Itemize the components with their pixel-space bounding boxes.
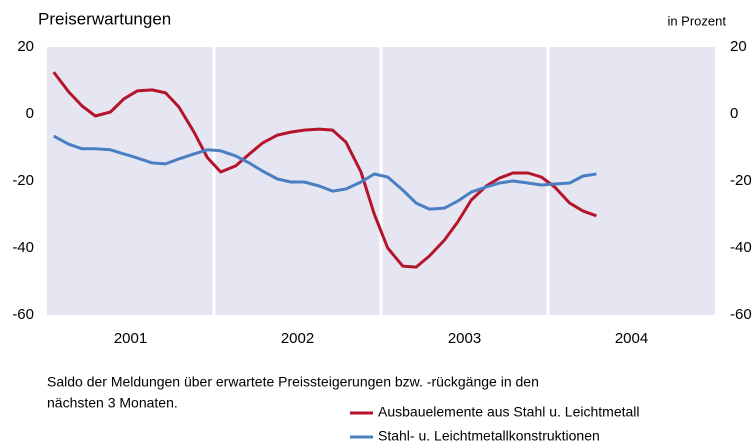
note: nächsten 3 Monaten. <box>47 395 178 411</box>
y-tick-label: -40 <box>12 239 34 256</box>
legend-label: Stahl- u. Leichtmetallkonstruktionen <box>378 428 600 444</box>
x-tick-label: 2001 <box>114 330 147 347</box>
y2-tick-label: 0 <box>730 105 738 122</box>
y-tick-label: -20 <box>12 172 34 189</box>
y2-tick-label: -20 <box>730 172 752 189</box>
series-line <box>52 71 597 269</box>
note: Saldo der Meldungen über erwartete Preis… <box>47 374 539 390</box>
x-tick-label: 2002 <box>281 330 314 347</box>
x-tick-label: 2003 <box>448 330 481 347</box>
y-tick-label: -60 <box>12 306 34 323</box>
legend-label: Ausbauelemente aus Stahl u. Leichtmetall <box>378 404 640 420</box>
unit-label: in Prozent <box>667 13 726 28</box>
y2-tick-label: -60 <box>730 306 752 323</box>
series-line <box>52 134 597 211</box>
y2-tick-label: 20 <box>730 38 747 55</box>
y-tick-label: 20 <box>17 38 34 55</box>
y2-tick-label: -40 <box>730 239 752 256</box>
x-tick-label: 2004 <box>615 330 648 347</box>
chart-title: Preiserwartungen <box>38 9 171 28</box>
y-tick-label: 0 <box>26 105 34 122</box>
